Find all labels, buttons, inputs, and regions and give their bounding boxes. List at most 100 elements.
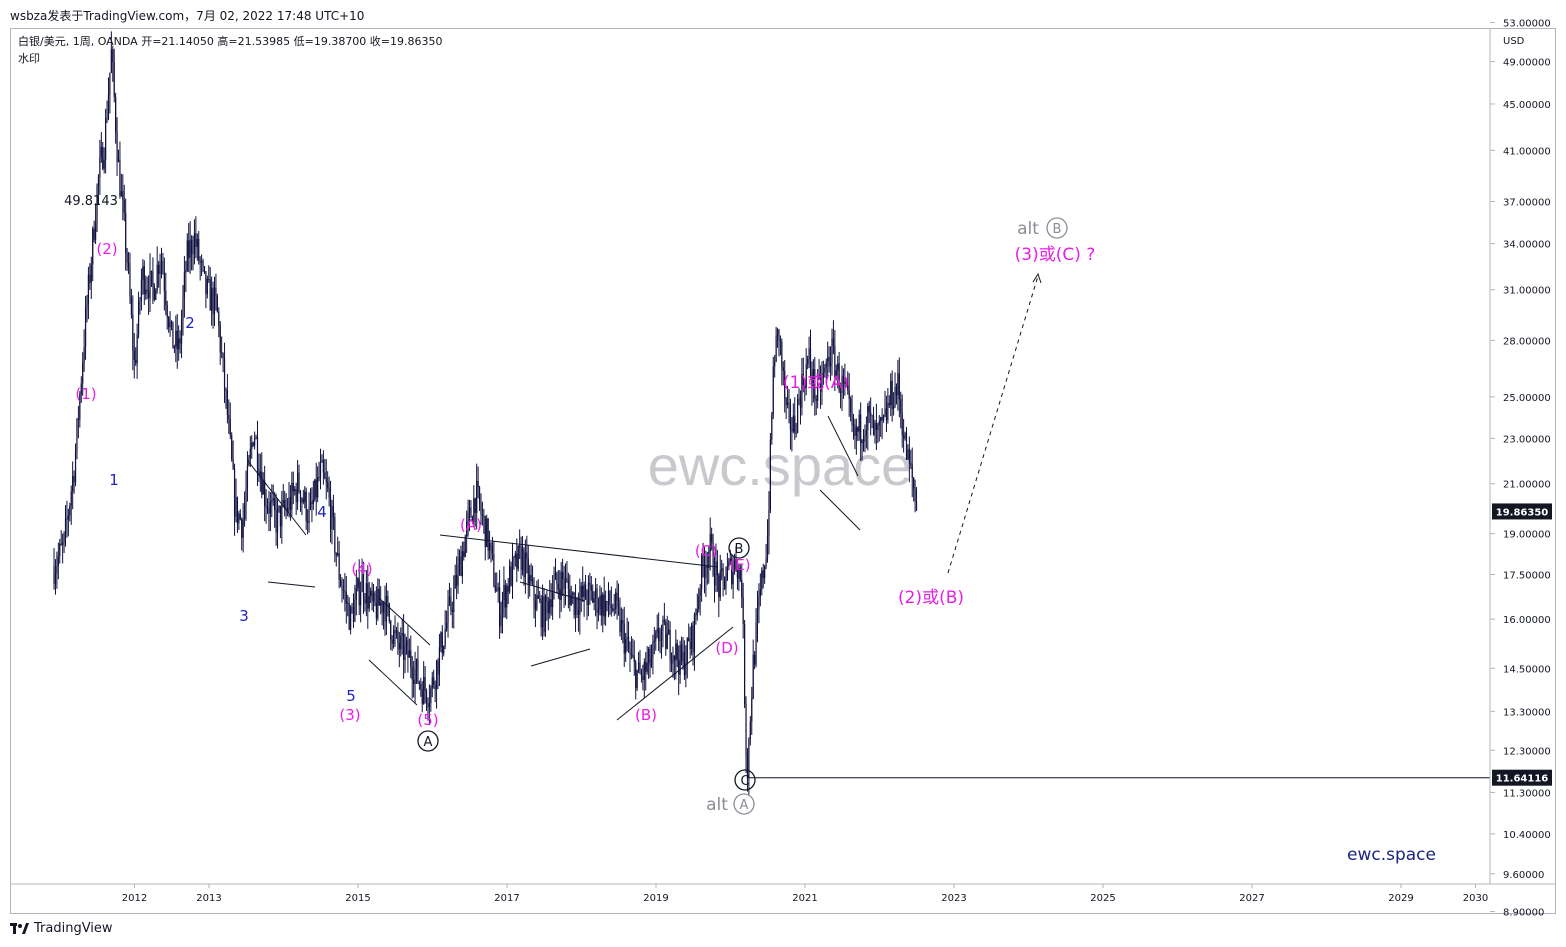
candle-body xyxy=(500,613,502,627)
candle-body xyxy=(690,625,693,649)
candle-body xyxy=(82,362,84,384)
candle-body xyxy=(309,501,312,508)
wave-label-2B: (2)或(B) xyxy=(898,588,964,608)
trendlines xyxy=(247,272,1490,779)
candle-body xyxy=(209,279,211,311)
candle-body xyxy=(202,261,204,267)
candle-body xyxy=(913,477,915,490)
candle-body xyxy=(501,600,504,614)
candle-body xyxy=(685,663,687,676)
candle-body xyxy=(811,371,813,387)
candle-body xyxy=(709,534,711,553)
candle-body xyxy=(322,460,324,473)
candle-body xyxy=(223,358,226,390)
candle-body xyxy=(597,608,600,613)
candle-body xyxy=(728,561,730,567)
candle-body xyxy=(90,264,92,283)
candle-body xyxy=(341,585,343,590)
candle-body xyxy=(175,330,177,347)
candle-body xyxy=(192,253,194,255)
candle-body xyxy=(242,518,244,538)
x-tick-label: 2030 xyxy=(1463,893,1488,904)
candle-body xyxy=(875,422,878,430)
projection-arrowhead xyxy=(1032,272,1042,284)
candle-body xyxy=(888,403,890,406)
candle-body xyxy=(546,596,548,602)
candle-body xyxy=(776,329,779,336)
candle-body xyxy=(362,574,365,599)
candle-body xyxy=(152,271,154,286)
y-tick-label: 34.00000 xyxy=(1503,240,1551,251)
candle-body xyxy=(350,607,352,630)
candle-body xyxy=(222,353,224,359)
candle-body xyxy=(722,568,724,577)
candle-body xyxy=(427,702,429,708)
projection-arrow xyxy=(947,275,1039,574)
candle-body xyxy=(206,279,208,295)
candle-body xyxy=(774,361,776,367)
wave-label-w3: (3) xyxy=(339,706,360,724)
candle-body xyxy=(599,595,601,609)
candle-body xyxy=(448,596,451,604)
candle-body xyxy=(361,574,363,592)
alt-circle-B xyxy=(1046,217,1068,239)
candle-body xyxy=(557,584,559,589)
candle-body xyxy=(686,637,688,664)
price-badge-label: 19.86350 xyxy=(1496,507,1549,518)
candle-body xyxy=(725,579,727,589)
x-tick-label: 2019 xyxy=(643,893,668,904)
candle-body xyxy=(415,659,418,669)
candle-body xyxy=(828,357,830,367)
candle-body xyxy=(699,589,701,596)
pattern-trendline xyxy=(439,534,719,568)
candle-body xyxy=(862,439,865,442)
candle-body xyxy=(64,518,67,534)
candle-body xyxy=(847,385,849,391)
candle-body xyxy=(76,419,78,452)
candle-body xyxy=(428,703,431,708)
candle-body xyxy=(911,464,913,478)
candle-body xyxy=(176,330,178,350)
candle-body xyxy=(860,414,862,444)
candle-body xyxy=(901,412,903,436)
candle-body xyxy=(246,465,249,490)
candle-body xyxy=(398,642,400,650)
candle-body xyxy=(431,677,433,689)
candle-body xyxy=(559,588,561,600)
candle-body xyxy=(404,645,406,661)
candle-body xyxy=(173,346,175,349)
candle-body xyxy=(693,614,696,653)
candle-body xyxy=(712,542,714,576)
wave-label-w4: (4) xyxy=(351,560,372,578)
candle-body xyxy=(357,578,359,588)
candle-body xyxy=(110,49,112,73)
y-tick-label: 8.90000 xyxy=(1503,907,1544,918)
candle-body xyxy=(509,566,511,592)
candle-body xyxy=(506,585,508,608)
candle-body xyxy=(679,644,681,675)
candle-body xyxy=(334,517,336,554)
y-tick-label: 49.00000 xyxy=(1503,58,1551,69)
candle-body xyxy=(160,261,163,263)
pattern-trendline xyxy=(827,415,859,477)
candle-body xyxy=(612,607,614,611)
candle-body xyxy=(556,572,558,585)
candle-body xyxy=(745,703,747,757)
chart-frame[interactable] xyxy=(10,28,1556,914)
candle-body xyxy=(721,568,723,571)
pattern-trendline xyxy=(819,489,861,531)
candle-body xyxy=(365,583,367,604)
candle-body xyxy=(374,592,376,603)
candle-body xyxy=(249,448,251,459)
candle-body xyxy=(168,317,170,328)
candle-body xyxy=(701,555,703,590)
candle-body xyxy=(103,159,105,169)
candle-body xyxy=(132,314,134,351)
candle-body xyxy=(471,517,473,522)
candle-body xyxy=(503,585,505,601)
candle-body xyxy=(403,632,405,661)
candle-body xyxy=(553,579,555,593)
candle-body xyxy=(119,159,121,197)
candle-body xyxy=(567,580,569,590)
